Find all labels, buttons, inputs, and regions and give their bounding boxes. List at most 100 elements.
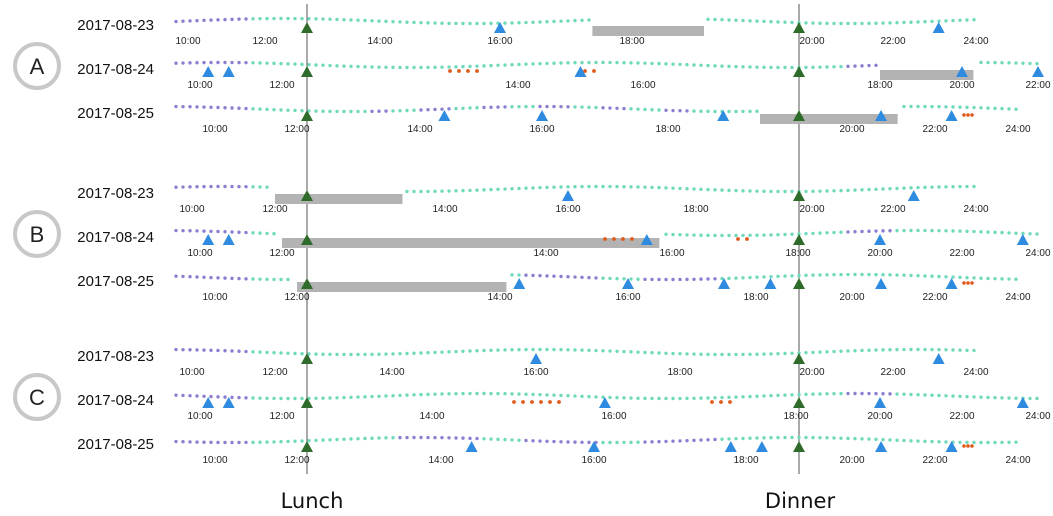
location-dot xyxy=(769,352,773,356)
tick-label: 10:00 xyxy=(187,80,212,91)
location-dot xyxy=(272,231,276,236)
location-dot xyxy=(475,188,479,192)
location-dot xyxy=(468,188,472,193)
location-dot xyxy=(881,348,885,352)
location-dot xyxy=(825,21,829,26)
location-dot xyxy=(524,438,528,443)
tick-label: 18:00 xyxy=(867,80,892,91)
location-dot xyxy=(790,351,794,355)
location-dot xyxy=(1007,440,1011,445)
location-dot xyxy=(769,393,773,398)
location-dot xyxy=(839,188,843,193)
location-dot xyxy=(818,392,822,396)
location-dot xyxy=(993,440,997,445)
location-dot xyxy=(244,60,248,65)
location-dot xyxy=(930,347,934,352)
anchor-triangle-icon xyxy=(301,190,313,201)
location-dot xyxy=(307,438,311,443)
location-dot xyxy=(573,61,577,65)
location-dot xyxy=(650,61,654,66)
circle-badge-icon xyxy=(13,373,61,421)
location-dot xyxy=(678,277,682,282)
location-dot xyxy=(552,439,556,444)
location-dot xyxy=(762,436,766,440)
location-dot xyxy=(265,231,269,236)
location-dot xyxy=(433,21,437,25)
location-dot xyxy=(720,395,724,400)
location-dot xyxy=(832,272,836,277)
location-dot xyxy=(524,20,528,25)
location-dot xyxy=(202,440,206,444)
location-dot xyxy=(923,228,927,233)
location-dot xyxy=(713,64,717,68)
tick-label: 12:00 xyxy=(284,124,309,135)
location-dot xyxy=(895,438,899,442)
triangle-up-icon xyxy=(1016,234,1029,245)
location-dot xyxy=(657,277,661,282)
location-dot xyxy=(853,349,857,353)
location-dot xyxy=(664,351,668,355)
location-dot xyxy=(181,347,185,352)
location-dot xyxy=(447,350,451,354)
tick-label: 14:00 xyxy=(428,455,453,466)
location-dot xyxy=(916,228,920,233)
location-dot xyxy=(636,350,640,354)
location-dot xyxy=(538,392,542,397)
location-dot xyxy=(909,20,913,24)
location-dot xyxy=(622,396,626,400)
location-dot xyxy=(230,17,234,22)
location-dot xyxy=(384,19,388,24)
location-dot xyxy=(692,233,696,237)
location-dot xyxy=(1000,61,1004,65)
location-dot xyxy=(727,352,731,357)
location-dot xyxy=(678,62,682,67)
location-dot xyxy=(223,440,227,445)
location-dot xyxy=(552,347,556,352)
location-dot xyxy=(230,184,234,189)
location-dot xyxy=(734,188,738,193)
location-dot xyxy=(972,395,976,399)
location-dot xyxy=(874,391,878,396)
timeline-row: 2017-08-23 10:00 12:00 14:00 16:00 18:00 20:00… xyxy=(77,16,989,47)
location-dot xyxy=(741,65,745,69)
location-dot xyxy=(727,18,731,22)
purchase-dot xyxy=(962,281,966,285)
location-dot xyxy=(391,352,395,356)
location-dot xyxy=(874,21,878,25)
location-dot xyxy=(349,109,353,114)
location-dot xyxy=(342,437,346,441)
triangle-up-icon xyxy=(202,397,215,408)
location-dot xyxy=(300,16,304,21)
location-dot xyxy=(608,440,612,445)
location-dot xyxy=(811,392,815,396)
timeline-row: 2017-08-25 10:00 12:00 14:00 16:00 18:00 20:00… xyxy=(77,272,1031,303)
location-dot xyxy=(251,17,255,21)
location-dot xyxy=(853,436,857,441)
location-dot xyxy=(384,109,388,113)
location-dot xyxy=(909,347,913,352)
location-dot xyxy=(202,229,206,233)
location-dot xyxy=(1014,231,1018,235)
location-dot xyxy=(580,18,584,23)
location-dot xyxy=(867,229,871,233)
tick-label: 16:00 xyxy=(659,248,684,259)
location-dot xyxy=(279,61,283,66)
location-dot xyxy=(797,435,801,440)
location-dot xyxy=(727,233,731,238)
location-dot xyxy=(251,396,255,400)
location-dot xyxy=(734,276,738,280)
location-dot xyxy=(790,65,794,70)
location-dot xyxy=(258,396,262,400)
location-dot xyxy=(552,104,556,109)
location-dot xyxy=(776,435,780,440)
location-dot xyxy=(468,349,472,353)
location-dot xyxy=(650,185,654,190)
triangle-up-icon xyxy=(574,66,587,77)
anchor-triangle-icon xyxy=(301,353,313,364)
location-dot xyxy=(692,277,696,281)
location-dot xyxy=(615,395,619,400)
location-dot xyxy=(860,64,864,68)
location-dot xyxy=(517,104,521,109)
location-dot xyxy=(482,21,486,26)
location-dot xyxy=(587,440,591,445)
